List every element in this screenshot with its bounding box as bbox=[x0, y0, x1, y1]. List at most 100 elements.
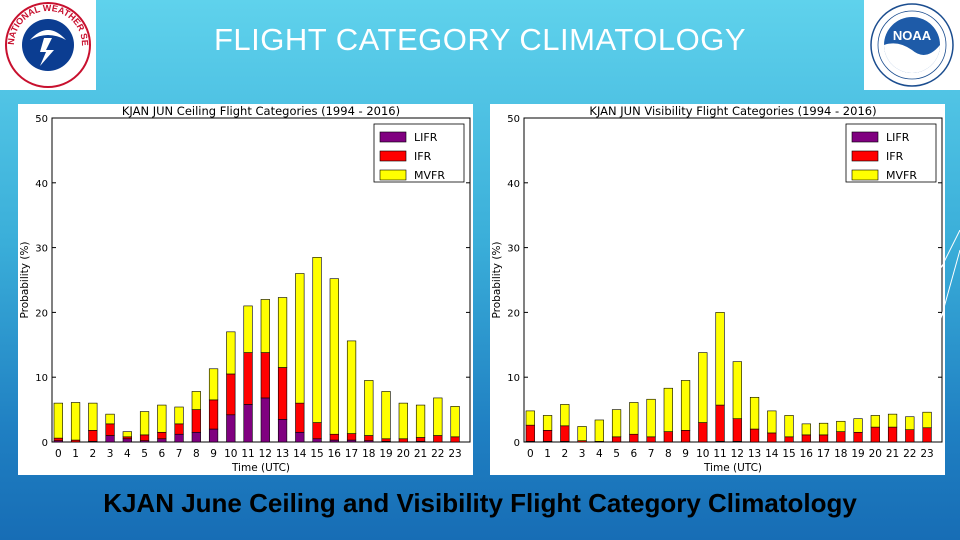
bar-mvfr bbox=[398, 402, 408, 440]
nws-logo-icon: NATIONAL WEATHER SERVICE bbox=[0, 0, 91, 88]
chart-title: KJAN JUN Visibility Flight Categories (1… bbox=[589, 104, 876, 118]
bar-ifr bbox=[433, 435, 443, 443]
bar-mvfr bbox=[157, 404, 167, 433]
noaa-logo-text: NOAA bbox=[893, 28, 932, 43]
x-tick-label: 10 bbox=[224, 448, 237, 460]
bar-mvfr bbox=[139, 411, 150, 436]
x-tick-label: 8 bbox=[193, 448, 200, 460]
x-tick-label: 22 bbox=[431, 448, 444, 460]
y-tick-label: 40 bbox=[35, 179, 48, 190]
x-axis-label: Time (UTC) bbox=[231, 462, 290, 474]
y-tick-label: 20 bbox=[507, 308, 520, 319]
bar-mvfr bbox=[577, 426, 587, 442]
legend-label: LIFR bbox=[886, 131, 910, 144]
y-tick-label: 30 bbox=[35, 244, 48, 255]
bar-lifr bbox=[122, 438, 132, 443]
bar-mvfr bbox=[784, 415, 794, 438]
x-tick-label: 12 bbox=[259, 448, 272, 460]
bar-mvfr bbox=[922, 411, 932, 429]
bar-ifr bbox=[749, 428, 760, 443]
slide-title: FLIGHT CATEGORY CLIMATOLOGY bbox=[213, 22, 746, 57]
x-tick-label: 5 bbox=[141, 448, 148, 460]
x-tick-label: 7 bbox=[648, 448, 655, 460]
x-tick-label: 16 bbox=[328, 448, 342, 460]
x-tick-label: 11 bbox=[241, 448, 254, 460]
chart-title: KJAN JUN Ceiling Flight Categories (1994… bbox=[122, 104, 400, 118]
bar-mvfr bbox=[329, 278, 339, 435]
bar-mvfr bbox=[208, 368, 219, 401]
bar-mvfr bbox=[174, 406, 184, 425]
x-tick-label: 2 bbox=[89, 448, 96, 460]
bar-lifr bbox=[174, 433, 184, 443]
bar-ifr bbox=[450, 436, 460, 443]
bar-ifr bbox=[226, 373, 236, 416]
bar-mvfr bbox=[767, 410, 777, 434]
y-tick-label: 50 bbox=[507, 114, 520, 125]
bar-ifr bbox=[346, 433, 357, 441]
bar-mvfr bbox=[295, 273, 305, 404]
x-tick-label: 18 bbox=[834, 448, 847, 460]
x-tick-label: 17 bbox=[817, 448, 830, 460]
x-tick-label: 13 bbox=[276, 448, 289, 460]
legend-label: IFR bbox=[414, 150, 432, 163]
bar-mvfr bbox=[542, 415, 553, 431]
legend-label: MVFR bbox=[886, 169, 917, 182]
ceiling-chart: KJAN JUN Ceiling Flight Categories (1994… bbox=[19, 104, 471, 474]
bar-ifr bbox=[784, 436, 794, 443]
bar-ifr bbox=[53, 437, 63, 442]
bar-mvfr bbox=[191, 391, 201, 410]
x-tick-label: 4 bbox=[596, 448, 603, 460]
bar-mvfr bbox=[870, 415, 880, 428]
bar-ifr bbox=[560, 425, 570, 442]
x-tick-label: 8 bbox=[665, 448, 672, 460]
bar-mvfr bbox=[364, 380, 374, 436]
x-tick-label: 21 bbox=[886, 448, 899, 460]
bar-lifr bbox=[157, 438, 167, 443]
bar-mvfr bbox=[70, 402, 81, 441]
bar-ifr bbox=[398, 438, 408, 443]
x-tick-label: 10 bbox=[696, 448, 709, 460]
bar-ifr bbox=[191, 409, 201, 433]
bar-ifr bbox=[381, 438, 391, 442]
bar-mvfr bbox=[611, 409, 622, 438]
bar-ifr bbox=[243, 352, 253, 405]
bar-ifr bbox=[905, 429, 915, 443]
legend-swatch bbox=[851, 150, 879, 162]
bar-lifr bbox=[226, 414, 236, 443]
bar-ifr bbox=[853, 431, 863, 443]
x-tick-label: 12 bbox=[731, 448, 744, 460]
noaa-logo: NOAA bbox=[864, 0, 960, 90]
bar-ifr bbox=[767, 432, 777, 443]
x-tick-label: 0 bbox=[527, 448, 534, 460]
y-tick-label: 0 bbox=[42, 438, 48, 449]
bar-ifr bbox=[415, 437, 426, 442]
x-tick-label: 15 bbox=[782, 448, 795, 460]
bar-lifr bbox=[191, 431, 201, 443]
x-tick-label: 18 bbox=[362, 448, 375, 460]
x-tick-label: 23 bbox=[448, 448, 461, 460]
bar-ifr bbox=[277, 367, 288, 420]
bar-mvfr bbox=[680, 380, 691, 431]
x-tick-label: 17 bbox=[345, 448, 358, 460]
x-tick-label: 11 bbox=[713, 448, 726, 460]
x-tick-label: 14 bbox=[765, 448, 779, 460]
bar-ifr bbox=[105, 423, 115, 436]
x-tick-label: 4 bbox=[124, 448, 131, 460]
bar-mvfr bbox=[450, 406, 460, 438]
bar-lifr bbox=[260, 397, 270, 443]
bar-mvfr bbox=[105, 413, 115, 425]
bar-mvfr bbox=[560, 404, 570, 427]
x-tick-label: 9 bbox=[210, 448, 217, 460]
bar-mvfr bbox=[818, 422, 829, 436]
legend-swatch bbox=[379, 131, 407, 143]
bar-ifr bbox=[525, 424, 535, 442]
bar-ifr bbox=[312, 422, 322, 440]
bar-ifr bbox=[801, 434, 811, 443]
bar-lifr bbox=[105, 435, 115, 443]
x-tick-label: 7 bbox=[176, 448, 183, 460]
bar-ifr bbox=[208, 399, 219, 430]
bar-mvfr bbox=[663, 387, 673, 432]
x-tick-label: 1 bbox=[544, 448, 551, 460]
bar-ifr bbox=[818, 434, 829, 443]
y-tick-label: 10 bbox=[35, 373, 48, 384]
